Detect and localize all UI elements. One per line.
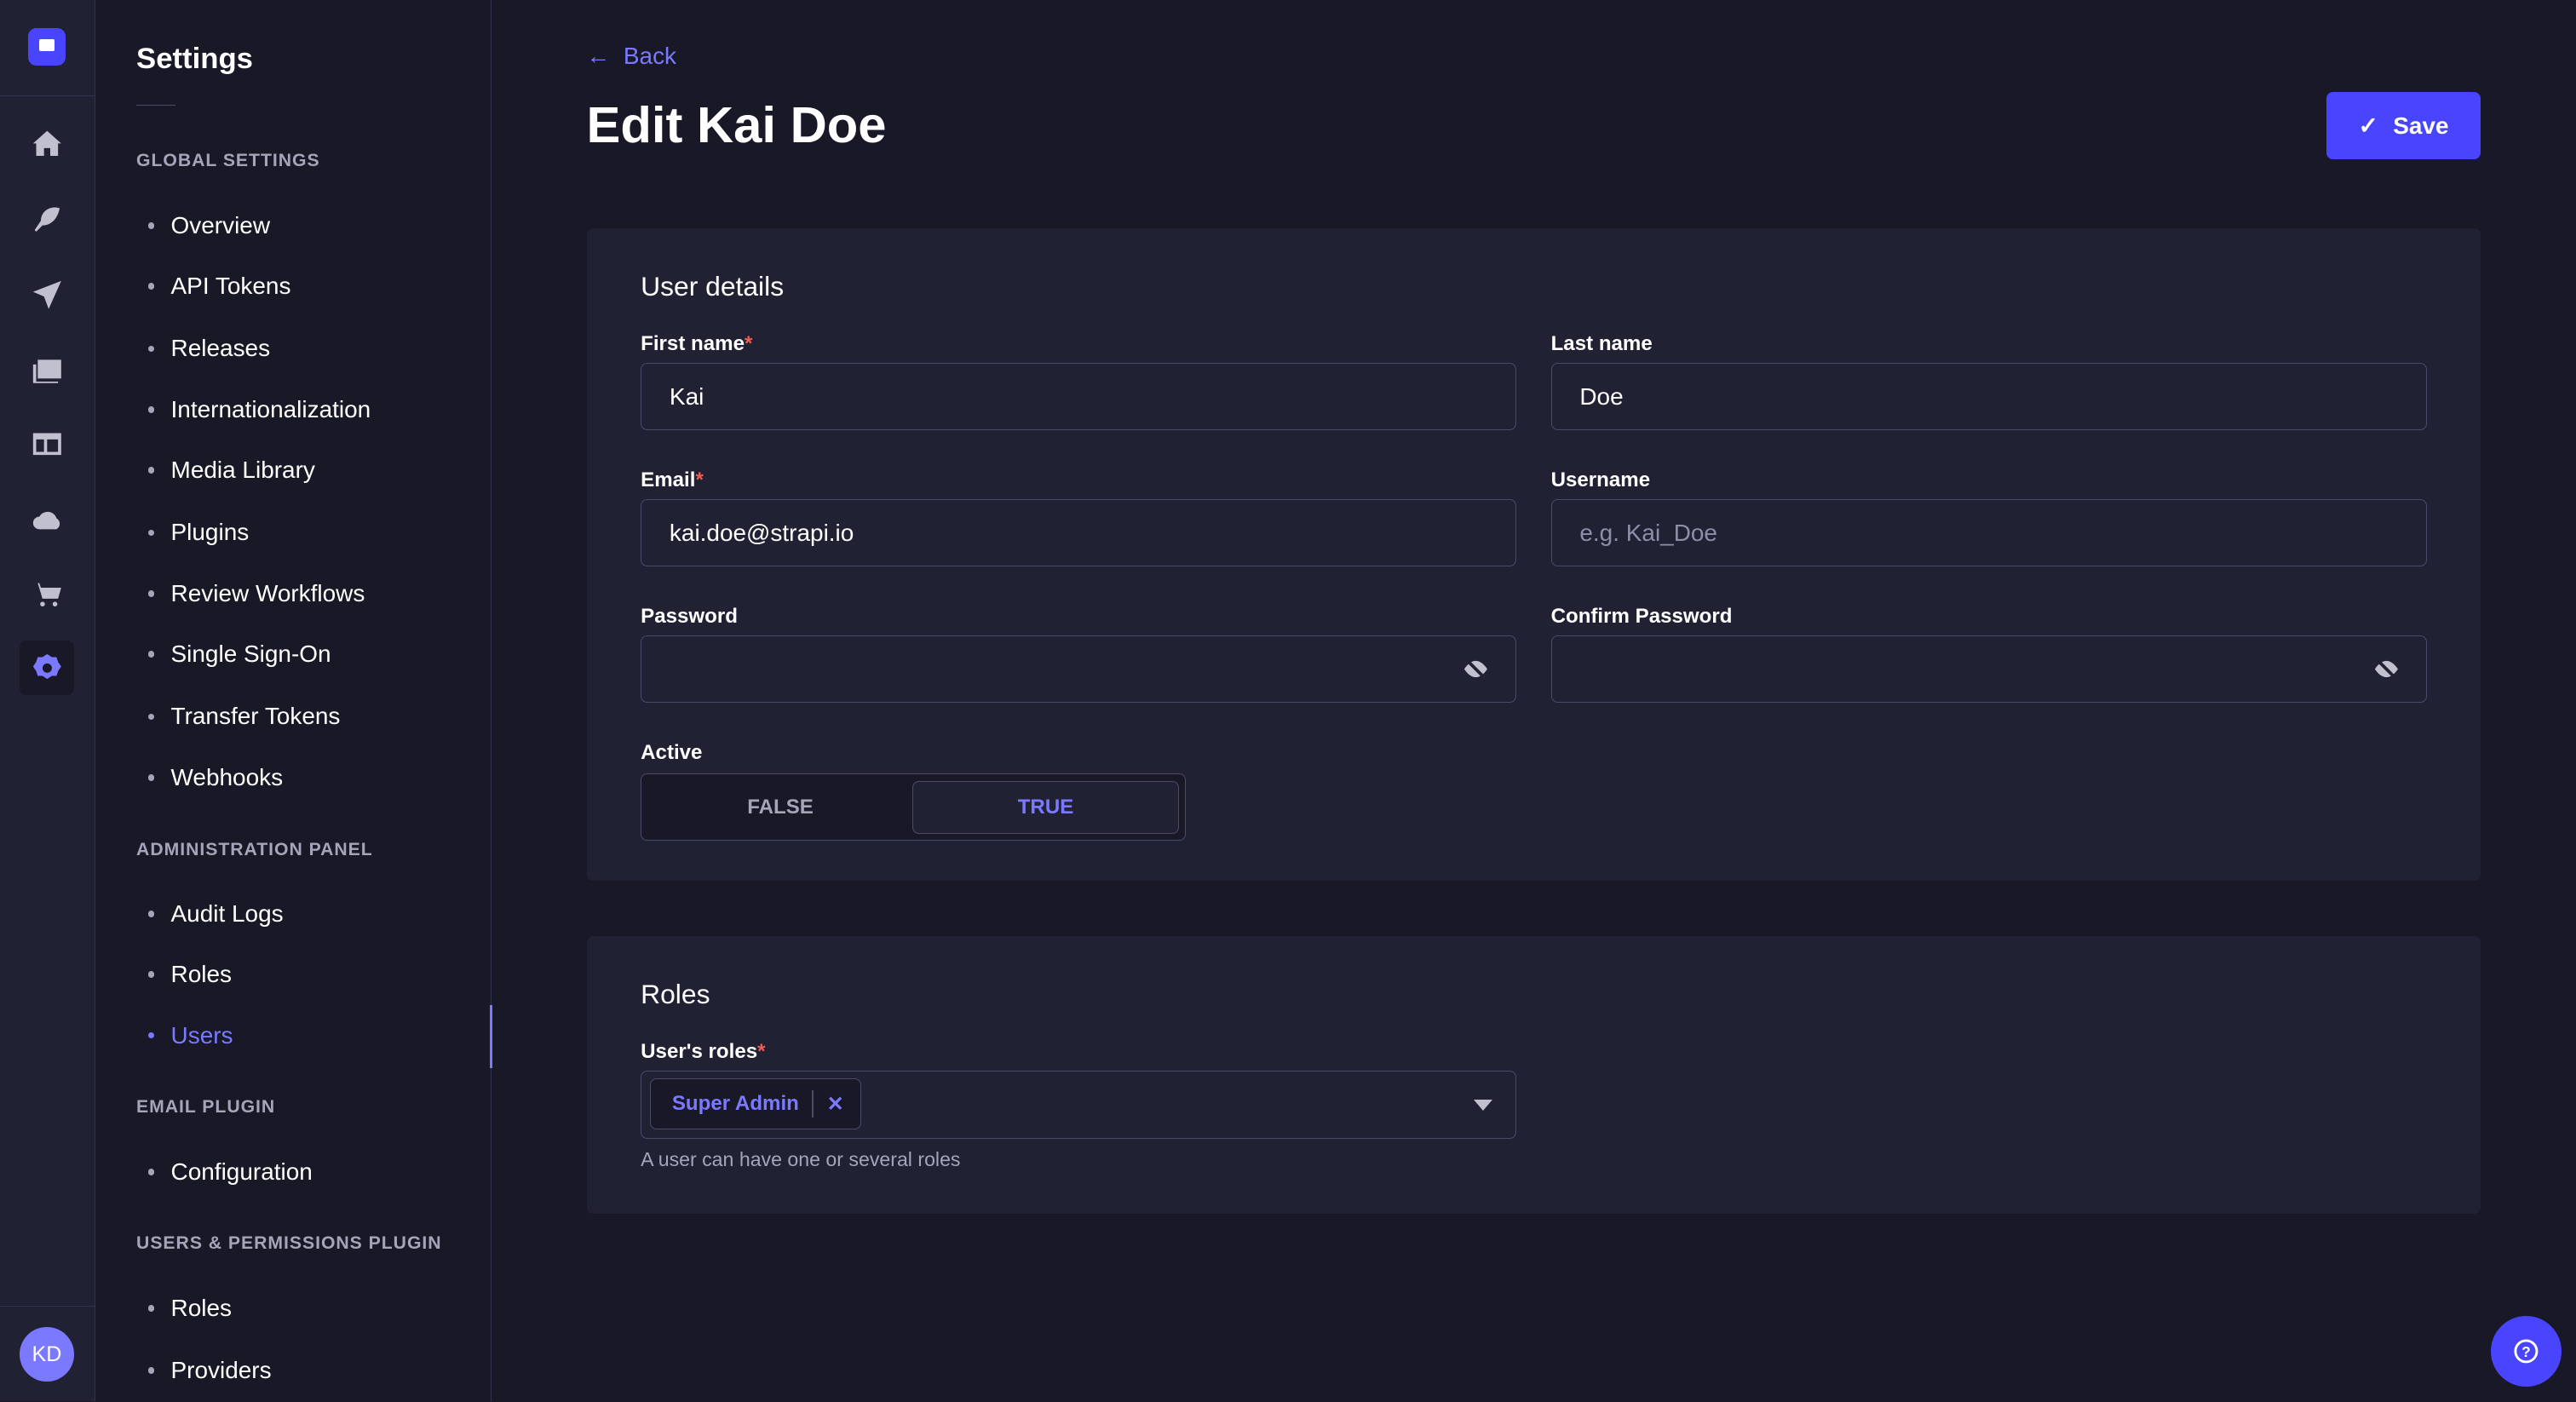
nav-roles[interactable]: Roles xyxy=(148,961,232,988)
feather-icon[interactable] xyxy=(20,192,74,247)
paper-plane-icon[interactable] xyxy=(20,267,74,322)
roles-hint: A user can have one or several roles xyxy=(641,1148,961,1171)
nav-up-roles[interactable]: Roles xyxy=(148,1295,232,1322)
chevron-down-icon[interactable] xyxy=(1474,1100,1493,1111)
divider xyxy=(136,105,176,106)
confirm-password-label: Confirm Password xyxy=(1550,604,1733,628)
card-title: User details xyxy=(641,271,785,302)
email-label: Email* xyxy=(641,468,704,491)
nav-webhooks[interactable]: Webhooks xyxy=(148,764,284,791)
nav-internationalization[interactable]: Internationalization xyxy=(148,396,371,423)
role-tag: Super Admin ✕ xyxy=(649,1078,862,1129)
help-icon: ? xyxy=(2514,1339,2539,1364)
eye-off-icon[interactable] xyxy=(1463,658,1489,681)
images-icon[interactable] xyxy=(20,342,74,396)
user-details-card: User details First name* Kai Last name D… xyxy=(586,228,2481,881)
roles-card: Roles User's roles* Super Admin ✕ A user … xyxy=(586,936,2481,1215)
nav-media-library[interactable]: Media Library xyxy=(148,457,315,484)
section-users-permissions: USERS & PERMISSIONS PLUGIN xyxy=(136,1233,442,1254)
page-title: Edit Kai Doe xyxy=(586,95,887,153)
roles-select[interactable]: Super Admin ✕ xyxy=(641,1071,1517,1139)
nav-users[interactable]: Users xyxy=(148,1022,233,1049)
nav-plugins[interactable]: Plugins xyxy=(148,519,250,546)
active-indicator xyxy=(490,1005,492,1068)
arrow-left-icon: ← xyxy=(586,43,611,70)
nav-transfer-tokens[interactable]: Transfer Tokens xyxy=(148,703,341,730)
password-input[interactable] xyxy=(641,635,1517,704)
nav-api-tokens[interactable]: API Tokens xyxy=(148,273,291,300)
cart-icon[interactable] xyxy=(20,566,74,621)
save-label: Save xyxy=(2393,112,2449,139)
nav-review-workflows[interactable]: Review Workflows xyxy=(148,580,365,607)
help-button[interactable]: ? xyxy=(2490,1315,2562,1387)
nav-releases[interactable]: Releases xyxy=(148,335,271,362)
last-name-label: Last name xyxy=(1550,331,1653,355)
first-name-label: First name* xyxy=(641,331,753,355)
save-button[interactable]: ✓ Save xyxy=(2326,92,2481,160)
toggle-false[interactable]: FALSE xyxy=(747,795,814,819)
section-email-plugin: EMAIL PLUGIN xyxy=(136,1097,276,1118)
username-input[interactable]: e.g. Kai_Doe xyxy=(1550,499,2427,567)
roles-label: User's roles* xyxy=(641,1039,766,1063)
divider xyxy=(0,1306,95,1307)
settings-nav: Settings GLOBAL SETTINGS Overview API To… xyxy=(95,0,492,1402)
remove-icon[interactable]: ✕ xyxy=(826,1092,844,1116)
nav-audit-logs[interactable]: Audit Logs xyxy=(148,900,284,928)
active-toggle[interactable]: FALSE TRUE xyxy=(641,773,1187,842)
toggle-true[interactable]: TRUE xyxy=(912,781,1179,834)
nav-configuration[interactable]: Configuration xyxy=(148,1158,313,1186)
eye-off-icon[interactable] xyxy=(2373,658,2400,681)
back-link[interactable]: ← Back xyxy=(587,43,677,70)
role-tag-label: Super Admin xyxy=(671,1092,799,1116)
cloud-icon[interactable] xyxy=(20,493,74,548)
layout-icon[interactable] xyxy=(20,417,74,472)
gear-icon[interactable] xyxy=(20,641,74,695)
nav-single-sign-on[interactable]: Single Sign-On xyxy=(148,641,331,668)
strapi-logo[interactable] xyxy=(27,27,66,66)
check-icon: ✓ xyxy=(2358,112,2378,140)
password-label: Password xyxy=(641,604,738,628)
back-label: Back xyxy=(623,43,677,70)
last-name-input[interactable]: Doe xyxy=(1550,363,2427,431)
card-title: Roles xyxy=(641,979,710,1010)
section-global-settings: GLOBAL SETTINGS xyxy=(136,151,320,171)
main-nav: KD xyxy=(0,0,95,1402)
username-label: Username xyxy=(1550,468,1651,491)
confirm-password-input[interactable] xyxy=(1550,635,2427,704)
nav-providers[interactable]: Providers xyxy=(148,1357,272,1384)
svg-text:?: ? xyxy=(2521,1343,2531,1360)
divider xyxy=(0,95,95,96)
first-name-input[interactable]: Kai xyxy=(641,363,1517,431)
nav-overview[interactable]: Overview xyxy=(148,212,271,239)
avatar[interactable]: KD xyxy=(20,1327,74,1382)
active-label: Active xyxy=(641,740,703,764)
section-administration-panel: ADMINISTRATION PANEL xyxy=(136,839,373,859)
home-icon[interactable] xyxy=(20,117,74,171)
email-input[interactable]: kai.doe@strapi.io xyxy=(641,499,1517,567)
settings-title: Settings xyxy=(136,43,253,76)
